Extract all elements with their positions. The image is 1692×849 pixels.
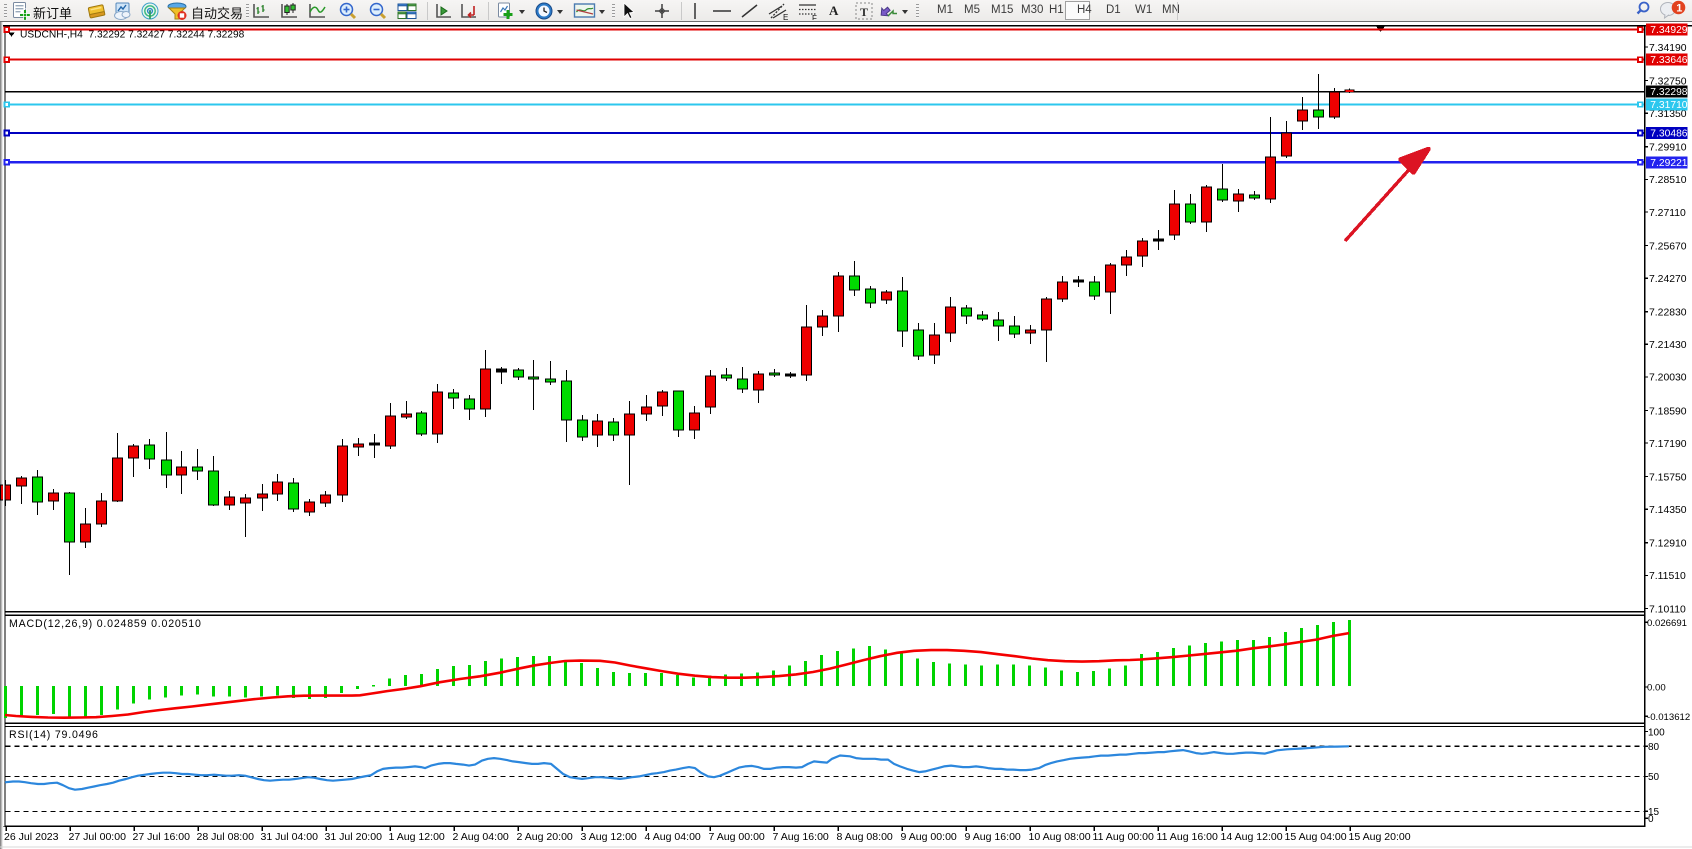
svg-text:7.18590: 7.18590 (1649, 406, 1687, 417)
svg-text:15 Aug 04:00: 15 Aug 04:00 (1285, 831, 1347, 843)
svg-text:7.11510: 7.11510 (1649, 571, 1686, 582)
svg-text:15 Aug 20:00: 15 Aug 20:00 (1349, 831, 1411, 843)
svg-text:7.10110: 7.10110 (1649, 604, 1686, 615)
svg-text:7.31350: 7.31350 (1649, 109, 1687, 120)
svg-text:7 Aug 16:00: 7 Aug 16:00 (773, 831, 829, 843)
svg-text:31 Jul 20:00: 31 Jul 20:00 (325, 831, 383, 843)
svg-text:7.28510: 7.28510 (1649, 175, 1687, 186)
svg-text:7.12910: 7.12910 (1649, 539, 1687, 550)
svg-text:7.24270: 7.24270 (1649, 274, 1687, 285)
svg-text:7.34929: 7.34929 (1650, 25, 1687, 36)
svg-text:14 Aug 12:00: 14 Aug 12:00 (1221, 831, 1283, 843)
svg-text:7.21430: 7.21430 (1649, 340, 1687, 351)
svg-text:RSI(14) 79.0496: RSI(14) 79.0496 (9, 729, 99, 741)
svg-text:0: 0 (1648, 814, 1654, 825)
svg-text:27 Jul 16:00: 27 Jul 16:00 (133, 831, 191, 843)
svg-text:-0.013612: -0.013612 (1647, 712, 1690, 723)
svg-text:31 Jul 04:00: 31 Jul 04:00 (261, 831, 319, 843)
svg-text:28 Jul 08:00: 28 Jul 08:00 (197, 831, 255, 843)
svg-text:4 Aug 04:00: 4 Aug 04:00 (645, 831, 701, 843)
svg-text:7.29221: 7.29221 (1650, 158, 1687, 169)
svg-text:7.29910: 7.29910 (1649, 143, 1687, 154)
svg-text:2 Aug 20:00: 2 Aug 20:00 (517, 831, 573, 843)
svg-text:2 Aug 04:00: 2 Aug 04:00 (453, 831, 509, 843)
svg-text:0.026691: 0.026691 (1647, 618, 1687, 629)
svg-text:26 Jul 2023: 26 Jul 2023 (4, 831, 59, 843)
svg-text:7.32750: 7.32750 (1649, 76, 1687, 87)
svg-text:7.20030: 7.20030 (1649, 373, 1687, 384)
svg-text:7.14350: 7.14350 (1649, 505, 1687, 516)
svg-text:3 Aug 12:00: 3 Aug 12:00 (581, 831, 637, 843)
svg-text:7.15750: 7.15750 (1649, 472, 1687, 483)
svg-text:1 Aug 12:00: 1 Aug 12:00 (389, 831, 445, 843)
svg-text:7.31710: 7.31710 (1650, 100, 1687, 111)
svg-text:7 Aug 00:00: 7 Aug 00:00 (709, 831, 765, 843)
svg-text:100: 100 (1648, 727, 1665, 738)
svg-text:F: F (812, 14, 817, 20)
svg-text:E: E (783, 13, 788, 20)
svg-text:1: 1 (1676, 3, 1682, 15)
svg-text:7.17190: 7.17190 (1649, 439, 1687, 450)
svg-text:80: 80 (1648, 742, 1660, 753)
svg-text:9 Aug 16:00: 9 Aug 16:00 (965, 831, 1021, 843)
svg-text:USDCNH-,H4 7.32292 7.32427 7.: USDCNH-,H4 7.32292 7.32427 7.32244 7.322… (20, 29, 245, 40)
svg-text:11 Aug 00:00: 11 Aug 00:00 (1093, 831, 1155, 843)
svg-text:27 Jul 00:00: 27 Jul 00:00 (69, 831, 127, 843)
svg-text:7.30486: 7.30486 (1650, 129, 1687, 140)
svg-text:10 Aug 08:00: 10 Aug 08:00 (1029, 831, 1091, 843)
svg-text:MACD(12,26,9) 0.024859 0.02051: MACD(12,26,9) 0.024859 0.020510 (9, 618, 202, 630)
svg-text:8 Aug 08:00: 8 Aug 08:00 (837, 831, 893, 843)
svg-text:7.34190: 7.34190 (1649, 43, 1687, 54)
svg-text:7.32298: 7.32298 (1650, 87, 1687, 98)
svg-text:15: 15 (1648, 807, 1660, 818)
svg-text:9 Aug 00:00: 9 Aug 00:00 (901, 831, 957, 843)
svg-text:7.27110: 7.27110 (1649, 208, 1686, 219)
svg-text:0.00: 0.00 (1647, 683, 1666, 694)
svg-text:11 Aug 16:00: 11 Aug 16:00 (1157, 831, 1219, 843)
svg-text:7.22830: 7.22830 (1649, 308, 1687, 319)
svg-text:T: T (860, 5, 868, 19)
svg-text:7.33646: 7.33646 (1650, 55, 1687, 66)
svg-text:50: 50 (1648, 772, 1660, 783)
svg-text:7.25670: 7.25670 (1649, 241, 1687, 252)
